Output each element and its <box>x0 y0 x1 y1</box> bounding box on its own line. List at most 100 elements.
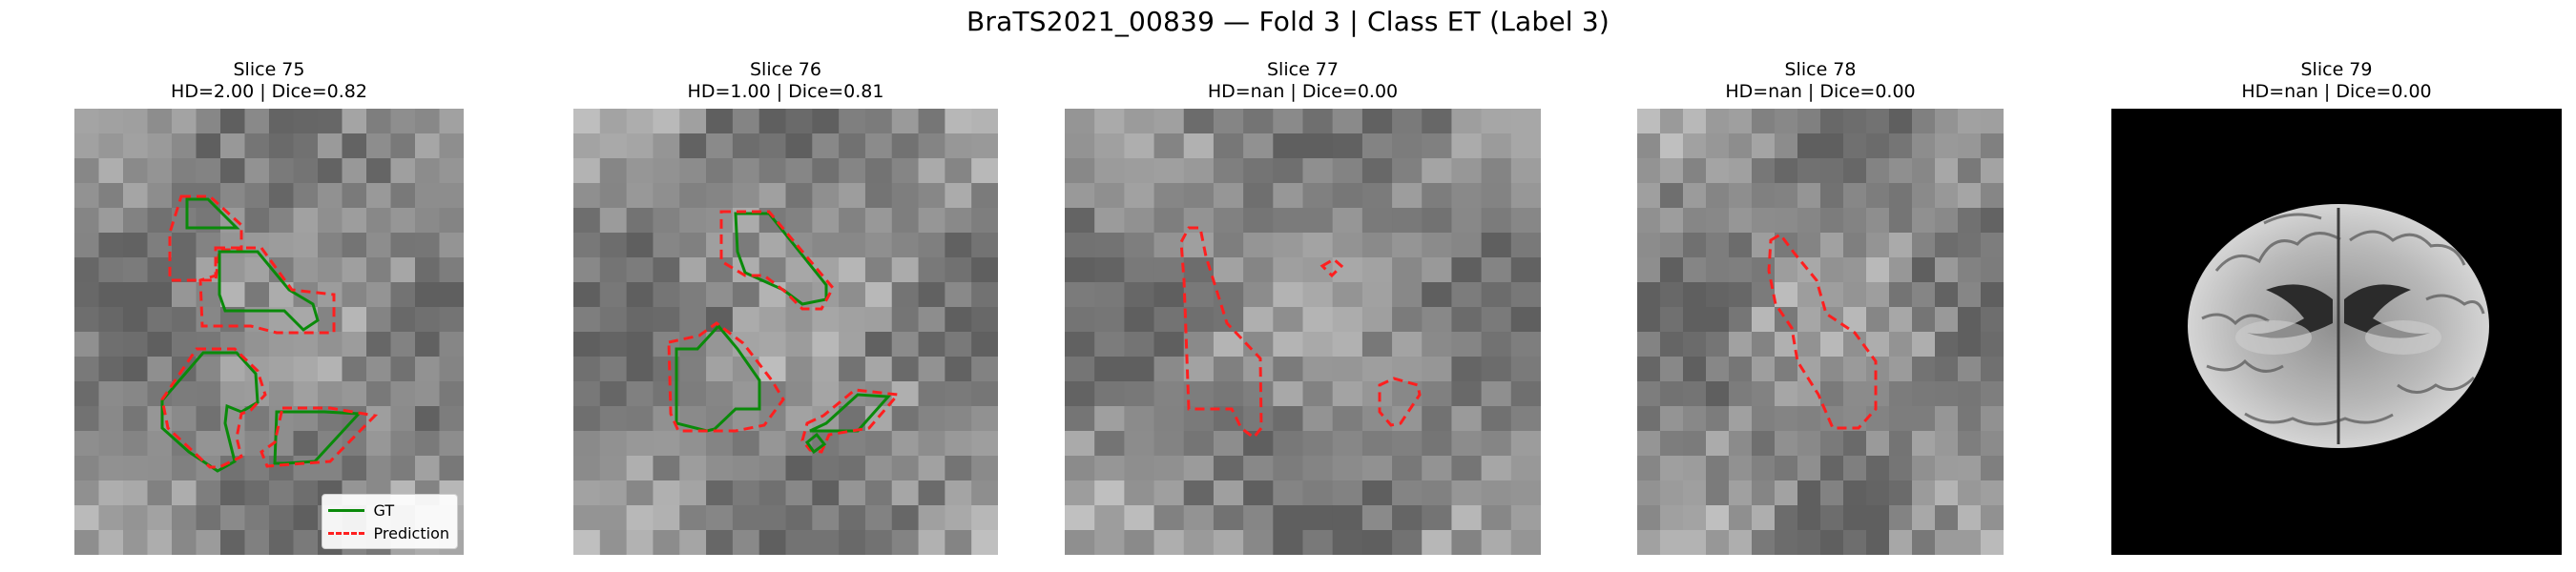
mri-pixel-tile <box>1637 406 1661 432</box>
mri-pixel-tile <box>172 158 197 184</box>
mri-pixel-tile <box>573 158 601 184</box>
mri-pixel-tile <box>839 480 866 506</box>
mri-pixel-tile <box>123 208 149 234</box>
mri-pixel-tile <box>1981 332 2004 358</box>
mri-pixel-tile <box>891 332 920 358</box>
mri-pixel-tile <box>1843 183 1867 209</box>
mri-pixel-tile <box>785 208 813 234</box>
mri-pixel-tile <box>1775 208 1798 234</box>
mri-pixel-tile <box>1935 208 1959 234</box>
mri-pixel-tile <box>1820 307 1844 333</box>
mri-pixel-tile <box>679 381 707 407</box>
mri-pixel-tile <box>1958 233 1982 258</box>
mri-pixel-tile <box>1775 282 1798 308</box>
mri-pixel-tile <box>599 257 628 283</box>
mri-pixel-tile <box>1706 456 1730 481</box>
mri-pixel-tile <box>415 109 441 134</box>
mri-pixel-tile <box>1124 158 1155 184</box>
mri-pixel-tile <box>366 456 392 481</box>
mri-pixel-tile <box>1124 406 1155 432</box>
mri-pixel-tile <box>599 158 628 184</box>
mri-pixel-tile <box>1361 109 1393 134</box>
mri-pixel-tile <box>74 183 100 209</box>
mri-pixel-tile <box>172 406 197 432</box>
mri-pixel-tile <box>1422 158 1453 184</box>
mri-pixel-tile <box>123 183 149 209</box>
mri-pixel-tile <box>1510 332 1541 358</box>
mri-pixel-tile <box>945 456 972 481</box>
mri-pixel-tile <box>98 208 124 234</box>
mri-pixel-tile <box>1729 530 1753 555</box>
mri-pixel-tile <box>864 233 893 258</box>
mri-pixel-tile <box>415 357 441 382</box>
mri-pixel-tile <box>812 233 840 258</box>
mri-pixel-tile <box>812 109 840 134</box>
mri-pixel-tile <box>1243 505 1274 531</box>
mri-pixel-tile <box>1843 530 1867 555</box>
mri-pixel-tile <box>318 282 343 308</box>
mri-pixel-tile <box>1775 133 1798 159</box>
mri-pixel-tile <box>1683 505 1707 531</box>
mri-pixel-tile <box>1361 456 1393 481</box>
mri-pixel-tile <box>74 233 100 258</box>
mri-pixel-tile <box>1889 431 1913 457</box>
mri-pixel-tile <box>1752 505 1776 531</box>
mri-pixel-tile <box>1392 183 1423 209</box>
prediction-contour <box>667 321 785 433</box>
mri-pixel-tile <box>1153 307 1185 333</box>
slice-label: Slice 75 <box>233 59 305 80</box>
mri-pixel-tile <box>1124 480 1155 506</box>
mri-pixel-tile <box>706 257 734 283</box>
mri-pixel-tile <box>318 307 343 333</box>
mri-pixel-tile <box>573 257 601 283</box>
mri-pixel-tile <box>1124 357 1155 382</box>
mri-pixel-tile <box>1637 233 1661 258</box>
mri-pixel-tile <box>220 257 246 283</box>
mri-pixel-tile <box>1935 158 1959 184</box>
mri-pixel-tile <box>1124 530 1155 555</box>
mri-pixel-tile <box>758 233 787 258</box>
mri-pixel-tile <box>1660 183 1684 209</box>
mri-pixel-tile <box>1981 456 2004 481</box>
mri-pixel-tile <box>74 332 100 358</box>
mri-pixel-tile <box>1820 381 1844 407</box>
mri-pixel-tile <box>812 158 840 184</box>
mri-pixel-tile <box>1660 505 1684 531</box>
slice-label: Slice 78 <box>1784 59 1857 80</box>
mri-pixel-tile <box>706 406 734 432</box>
slice-label: Slice 77 <box>1267 59 1339 80</box>
mri-pixel-tile <box>1912 208 1936 234</box>
mri-pixel-tile <box>626 158 654 184</box>
mri-pixel-tile <box>1797 257 1821 283</box>
gt-contour <box>804 432 827 455</box>
mri-pixel-tile <box>172 480 197 506</box>
mri-pixel-tile <box>864 530 893 555</box>
mri-pixel-tile <box>1889 505 1913 531</box>
mri-pixel-tile <box>1273 480 1304 506</box>
mri-pixel-tile <box>1706 332 1730 358</box>
mri-pixel-tile <box>390 456 416 481</box>
mri-pixel-tile <box>1981 357 2004 382</box>
mri-pixel-tile <box>945 357 972 382</box>
mri-pixel-tile <box>573 208 601 234</box>
mri-pixel-tile <box>1392 332 1423 358</box>
mri-pixel-tile <box>1213 233 1244 258</box>
mri-pixel-tile <box>196 381 221 407</box>
mri-pixel-tile <box>812 183 840 209</box>
mri-pixel-tile <box>918 233 945 258</box>
mri-pixel-tile <box>599 332 628 358</box>
mri-pixel-tile <box>1637 257 1661 283</box>
mri-pixel-tile <box>318 357 343 382</box>
mri-pixel-tile <box>293 381 319 407</box>
mri-pixel-tile <box>732 381 760 407</box>
mri-pixel-tile <box>1889 406 1913 432</box>
mri-pixel-tile <box>1775 158 1798 184</box>
mri-pixel-tile <box>1797 530 1821 555</box>
mri-pixel-tile <box>1660 133 1684 159</box>
mri-pixel-tile <box>123 133 149 159</box>
mri-pixel-tile <box>1958 406 1982 432</box>
mri-pixel-tile <box>1889 332 1913 358</box>
mri-pixel-tile <box>1981 109 2004 134</box>
mri-pixel-tile <box>98 357 124 382</box>
overlay-svg <box>1637 109 2004 555</box>
